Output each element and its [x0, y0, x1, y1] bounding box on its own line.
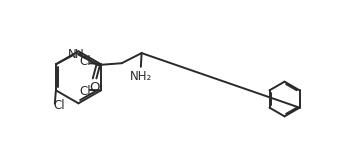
Text: Cl: Cl [79, 85, 91, 98]
Text: Cl: Cl [79, 55, 91, 68]
Text: N: N [68, 48, 77, 61]
Text: O: O [89, 81, 100, 94]
Text: H: H [75, 48, 83, 61]
Text: NH₂: NH₂ [130, 70, 152, 84]
Text: Cl: Cl [54, 99, 65, 112]
